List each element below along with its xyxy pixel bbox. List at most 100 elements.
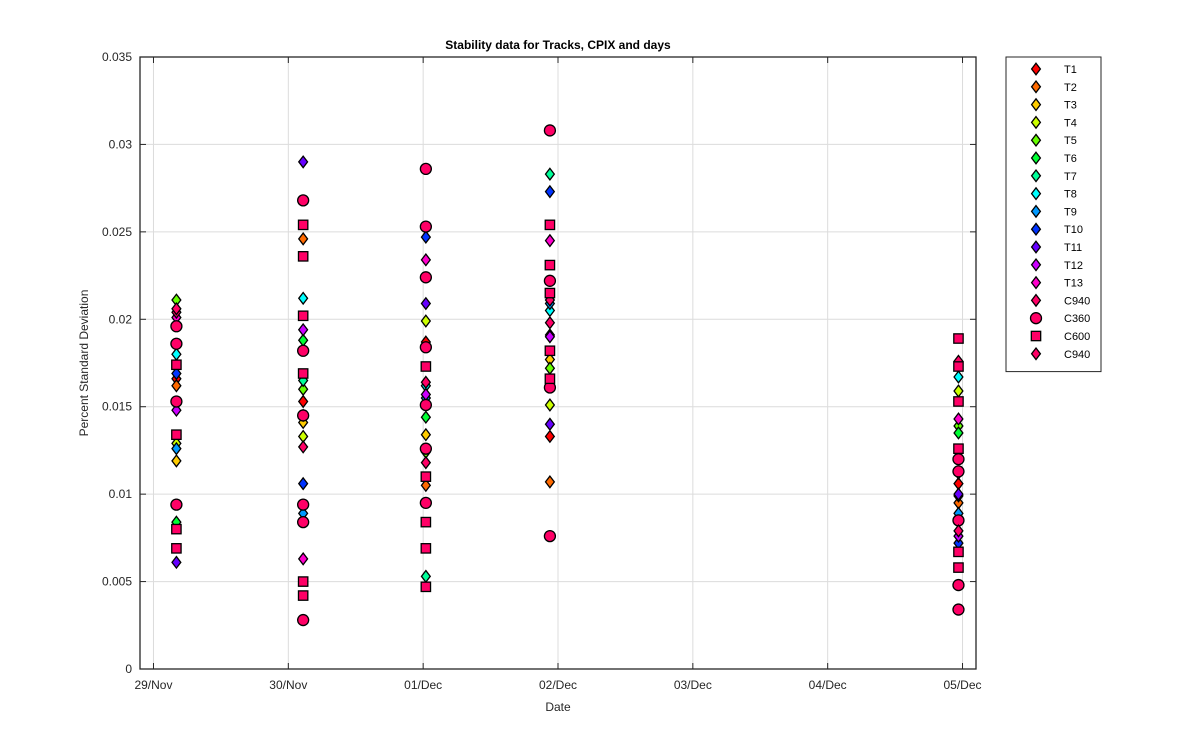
legend-item: T2	[1030, 79, 1077, 94]
data-point	[297, 515, 310, 529]
data-point	[420, 361, 432, 372]
legend-marker	[1030, 222, 1042, 237]
legend-marker	[1030, 79, 1042, 94]
data-point	[171, 543, 182, 554]
data-point	[171, 523, 182, 535]
data-point	[297, 291, 309, 306]
y-tick-label: 0.02	[109, 312, 133, 326]
legend-item: T1	[1030, 62, 1077, 76]
data-point	[297, 551, 309, 566]
legend-marker	[1030, 133, 1042, 148]
series-t11-markers	[171, 155, 964, 570]
data-point	[953, 370, 964, 384]
data-point	[297, 476, 309, 491]
data-point	[171, 403, 182, 418]
data-point	[171, 378, 182, 393]
data-point	[297, 368, 309, 379]
data-point	[544, 184, 556, 199]
data-point	[544, 345, 556, 357]
data-point	[544, 233, 556, 248]
legend-item: T5	[1030, 133, 1077, 148]
legend-label: C360	[1064, 313, 1090, 325]
data-point	[297, 219, 309, 231]
data-point	[297, 322, 309, 337]
data-point	[544, 417, 556, 432]
data-point	[171, 366, 182, 381]
legend-label: T11	[1064, 242, 1082, 254]
legend-item: T11	[1030, 240, 1082, 254]
x-tick-label: 29/Nov	[134, 678, 172, 692]
legend-item: T8	[1030, 186, 1077, 201]
data-point	[953, 546, 964, 558]
x-tick-label: 05/Dec	[944, 678, 982, 692]
data-point	[952, 603, 965, 616]
data-point	[171, 454, 182, 468]
legend-label: T5	[1064, 135, 1077, 147]
legend-item: T10	[1030, 222, 1083, 237]
legend-marker	[1030, 240, 1042, 254]
data-point	[297, 310, 309, 322]
axis-ticks: 29/Nov 30/Nov 01/Dec 02/Dec 03/Dec 04/Dec 05/D…	[102, 50, 982, 692]
data-point	[953, 426, 964, 440]
legend-marker	[1030, 204, 1042, 219]
data-point	[953, 333, 964, 344]
data-point	[171, 429, 182, 441]
data-point	[419, 220, 433, 233]
data-point	[544, 329, 556, 344]
legend-item: T12	[1030, 257, 1083, 272]
legend: T1 T2 T3 T4 T5 T6 T7 T8 T9 T10 T11 T12 T13 C940 C360 C6…	[1005, 56, 1102, 373]
data-point	[297, 194, 310, 207]
legend-label: C940	[1064, 295, 1090, 307]
legend-marker	[1030, 186, 1042, 201]
data-point	[953, 361, 964, 372]
legend-marker	[1029, 312, 1043, 325]
data-point	[420, 581, 432, 593]
legend-item: T9	[1030, 204, 1077, 219]
legend-item: T3	[1030, 97, 1077, 112]
data-point	[544, 373, 556, 385]
data-point	[420, 296, 432, 311]
data-point	[952, 578, 965, 592]
chart-title: Stability data for Tracks, CPIX and days	[445, 38, 671, 52]
data-point	[420, 471, 432, 482]
data-point	[420, 478, 432, 493]
data-point	[420, 410, 432, 425]
data-point	[543, 529, 557, 543]
data-point	[544, 315, 556, 330]
series-c600-markers	[171, 219, 964, 601]
series-t4-markers	[171, 314, 964, 451]
legend-label: T13	[1064, 278, 1083, 290]
data-point	[297, 613, 310, 627]
data-point	[297, 409, 310, 422]
y-tick-label: 0.005	[102, 575, 132, 589]
data-point	[420, 427, 432, 442]
legend-item: C940	[1030, 346, 1090, 361]
data-point	[953, 396, 964, 407]
legend-marker	[1030, 168, 1042, 183]
legend-label: T4	[1064, 117, 1077, 129]
data-point	[953, 487, 964, 501]
data-point	[171, 555, 182, 570]
data-point	[952, 453, 965, 466]
data-point	[297, 382, 309, 397]
y-tick-label: 0.015	[102, 400, 132, 414]
data-point	[543, 124, 557, 137]
x-tick-label: 04/Dec	[809, 678, 847, 692]
x-axis-label: Date	[545, 700, 571, 714]
legend-label: C600	[1064, 331, 1090, 343]
data-point	[544, 219, 556, 231]
data-point	[297, 394, 309, 409]
legend-label: T12	[1064, 260, 1083, 272]
data-point	[544, 259, 556, 271]
data-point	[297, 590, 309, 601]
legend-item: C600	[1030, 330, 1090, 343]
data-point	[170, 395, 183, 408]
data-point	[953, 443, 964, 455]
data-point	[420, 230, 432, 244]
data-point	[419, 341, 433, 354]
series-t10-markers	[171, 184, 964, 550]
data-point	[420, 516, 432, 528]
data-point	[952, 465, 965, 478]
legend-label: T1	[1064, 64, 1077, 76]
series-t2-markers	[171, 232, 964, 510]
